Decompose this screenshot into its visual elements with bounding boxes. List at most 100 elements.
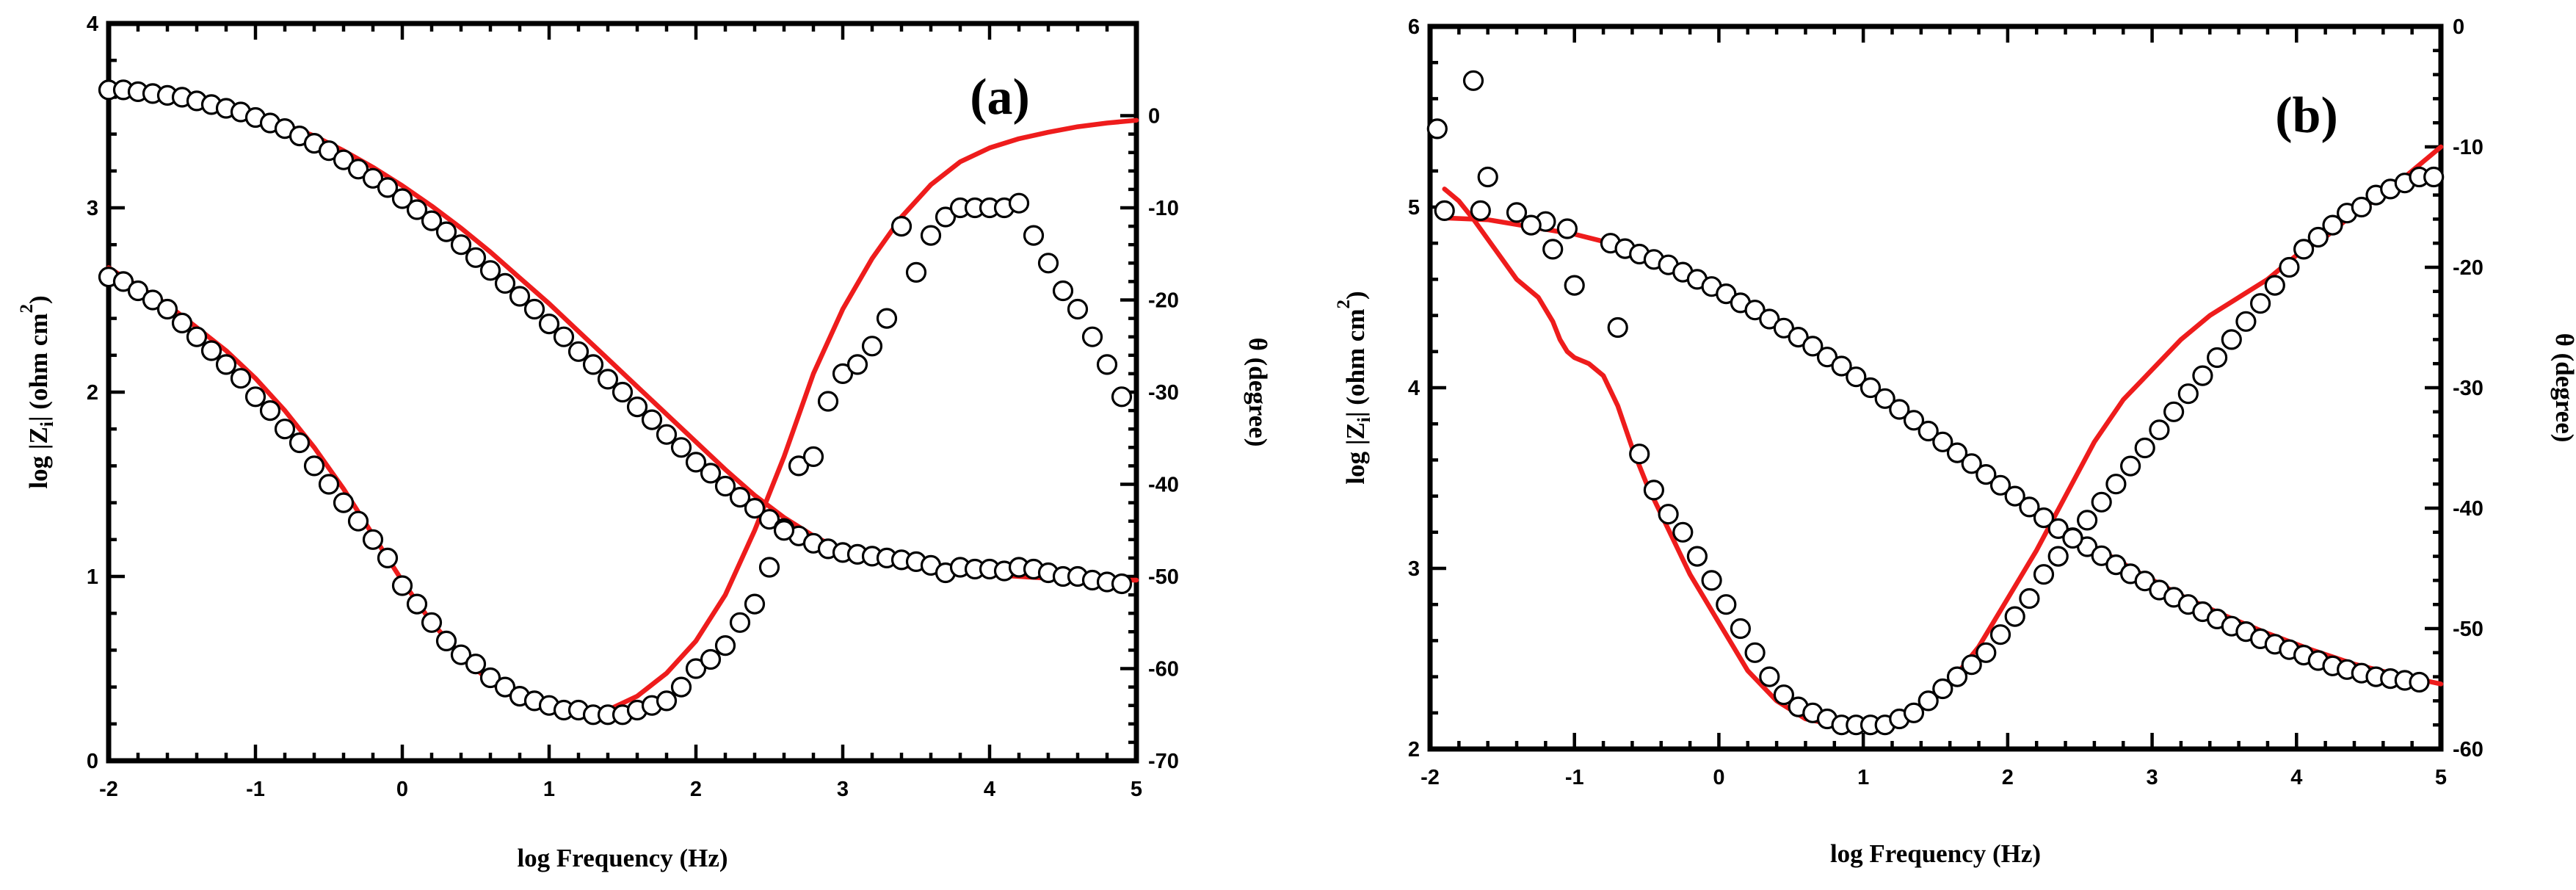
data-point-modulus — [2033, 507, 2055, 529]
data-point-phase — [773, 520, 795, 541]
data-point-modulus — [2004, 485, 2025, 507]
data-point-phase — [920, 225, 942, 246]
data-point-phase — [421, 612, 443, 633]
data-point-phase — [1932, 678, 1953, 700]
data-point-phase — [714, 634, 736, 656]
data-point-phase — [435, 630, 457, 652]
data-point-phase — [1730, 618, 1751, 640]
x-tick-label: 5 — [1131, 778, 1142, 801]
data-point-phase — [289, 432, 311, 454]
data-point-modulus — [1716, 283, 1737, 305]
data-point-modulus — [538, 314, 560, 335]
data-point-phase — [2062, 527, 2083, 549]
data-point-phase — [876, 308, 898, 329]
data-point-phase — [200, 340, 222, 361]
data-point-phase — [303, 455, 325, 477]
y2-tick-label: -30 — [2453, 377, 2484, 400]
y-axis-title-main: log |Z — [24, 427, 53, 489]
y-tick-label: 6 — [1408, 15, 1420, 39]
data-point-modulus — [1989, 474, 2011, 496]
y2-tick-label: -60 — [2453, 738, 2484, 761]
data-point-modulus — [450, 234, 472, 256]
data-point-phase — [905, 261, 927, 283]
data-point-phase — [1643, 480, 1664, 501]
data-point-phase — [1081, 326, 1103, 347]
data-point-modulus — [2134, 571, 2155, 592]
data-point-phase — [1658, 504, 1679, 525]
x-tick-label: -2 — [1421, 766, 1440, 789]
data-point-phase — [1686, 546, 1708, 567]
data-point-phase — [465, 654, 487, 675]
y-tick-label: 2 — [1408, 738, 1420, 761]
data-point-phase — [1989, 624, 2011, 645]
data-point-phase — [391, 575, 413, 596]
y2-tick-label: -70 — [1148, 750, 1179, 773]
data-point-modulus — [744, 497, 766, 519]
x-tick-label: 2 — [690, 778, 702, 801]
y2-tick-label: -20 — [1148, 289, 1179, 313]
data-point-phase — [2221, 329, 2242, 350]
data-point-modulus — [1831, 355, 1852, 377]
data-point-phase — [817, 391, 839, 412]
y-axis-title-sub: i — [37, 422, 57, 427]
data-point-modulus — [347, 159, 369, 180]
data-point-modulus — [582, 354, 604, 375]
data-point-modulus — [1961, 453, 1982, 474]
data-point-modulus — [597, 369, 619, 390]
data-point-phase — [2264, 275, 2285, 296]
y2-tick-label: -60 — [1148, 658, 1179, 681]
data-point-modulus — [714, 475, 736, 497]
y2-tick-label: -40 — [2453, 497, 2484, 521]
y2-tick-label: -50 — [1148, 565, 1179, 589]
data-point-phase — [274, 419, 296, 440]
data-point-phase — [479, 667, 501, 689]
y-tick-label: 2 — [87, 381, 98, 405]
data-point-phase — [1111, 386, 1133, 408]
data-point-modulus — [1860, 377, 1882, 399]
data-point-phase — [1918, 690, 1939, 712]
data-point-phase — [186, 326, 208, 347]
data-point-phase — [2163, 401, 2185, 422]
y2-tick-label: -30 — [1148, 381, 1179, 405]
data-point-phase — [1759, 666, 1780, 687]
data-point-modulus — [1506, 202, 1528, 223]
panel-label: (a) — [970, 69, 1030, 126]
data-point-phase — [1701, 570, 1722, 591]
data-point-phase — [832, 363, 854, 384]
data-point-modulus — [1946, 442, 1968, 463]
data-point-modulus — [729, 486, 751, 508]
data-point-phase — [156, 298, 178, 320]
data-point-phase — [1716, 594, 1737, 615]
data-point-modulus — [758, 509, 780, 530]
data-point-modulus — [479, 260, 501, 281]
data-point-modulus — [1903, 410, 1925, 431]
data-point-phase — [802, 446, 824, 468]
data-point-modulus — [1816, 347, 1838, 368]
data-point-phase — [1542, 239, 1564, 260]
data-point-phase — [2351, 196, 2372, 218]
data-point-modulus — [1889, 399, 1910, 420]
data-point-phase — [2177, 383, 2199, 405]
y2-tick-label: 0 — [1148, 105, 1160, 129]
x-tick-label: -2 — [99, 778, 118, 801]
x-tick-label: 4 — [2290, 766, 2302, 789]
data-point-modulus — [1744, 300, 1766, 321]
data-point-phase — [1008, 192, 1030, 214]
data-point-phase — [1564, 275, 1585, 296]
data-point-phase — [2192, 365, 2213, 386]
y-tick-label: 5 — [1408, 196, 1420, 220]
data-point-phase — [685, 658, 707, 679]
data-point-modulus — [553, 326, 575, 347]
data-point-modulus — [700, 463, 722, 484]
x-axis-title: log Frequency (Hz) — [517, 844, 728, 872]
data-point-phase — [846, 354, 868, 375]
x-tick-label: 2 — [2002, 766, 2014, 789]
data-point-phase — [1520, 214, 1542, 236]
data-point-modulus — [1788, 327, 1809, 348]
data-point-modulus — [1932, 431, 1953, 452]
data-point-phase — [758, 557, 780, 578]
x-tick-label: 1 — [543, 778, 555, 801]
y-tick-label: 3 — [87, 197, 98, 220]
